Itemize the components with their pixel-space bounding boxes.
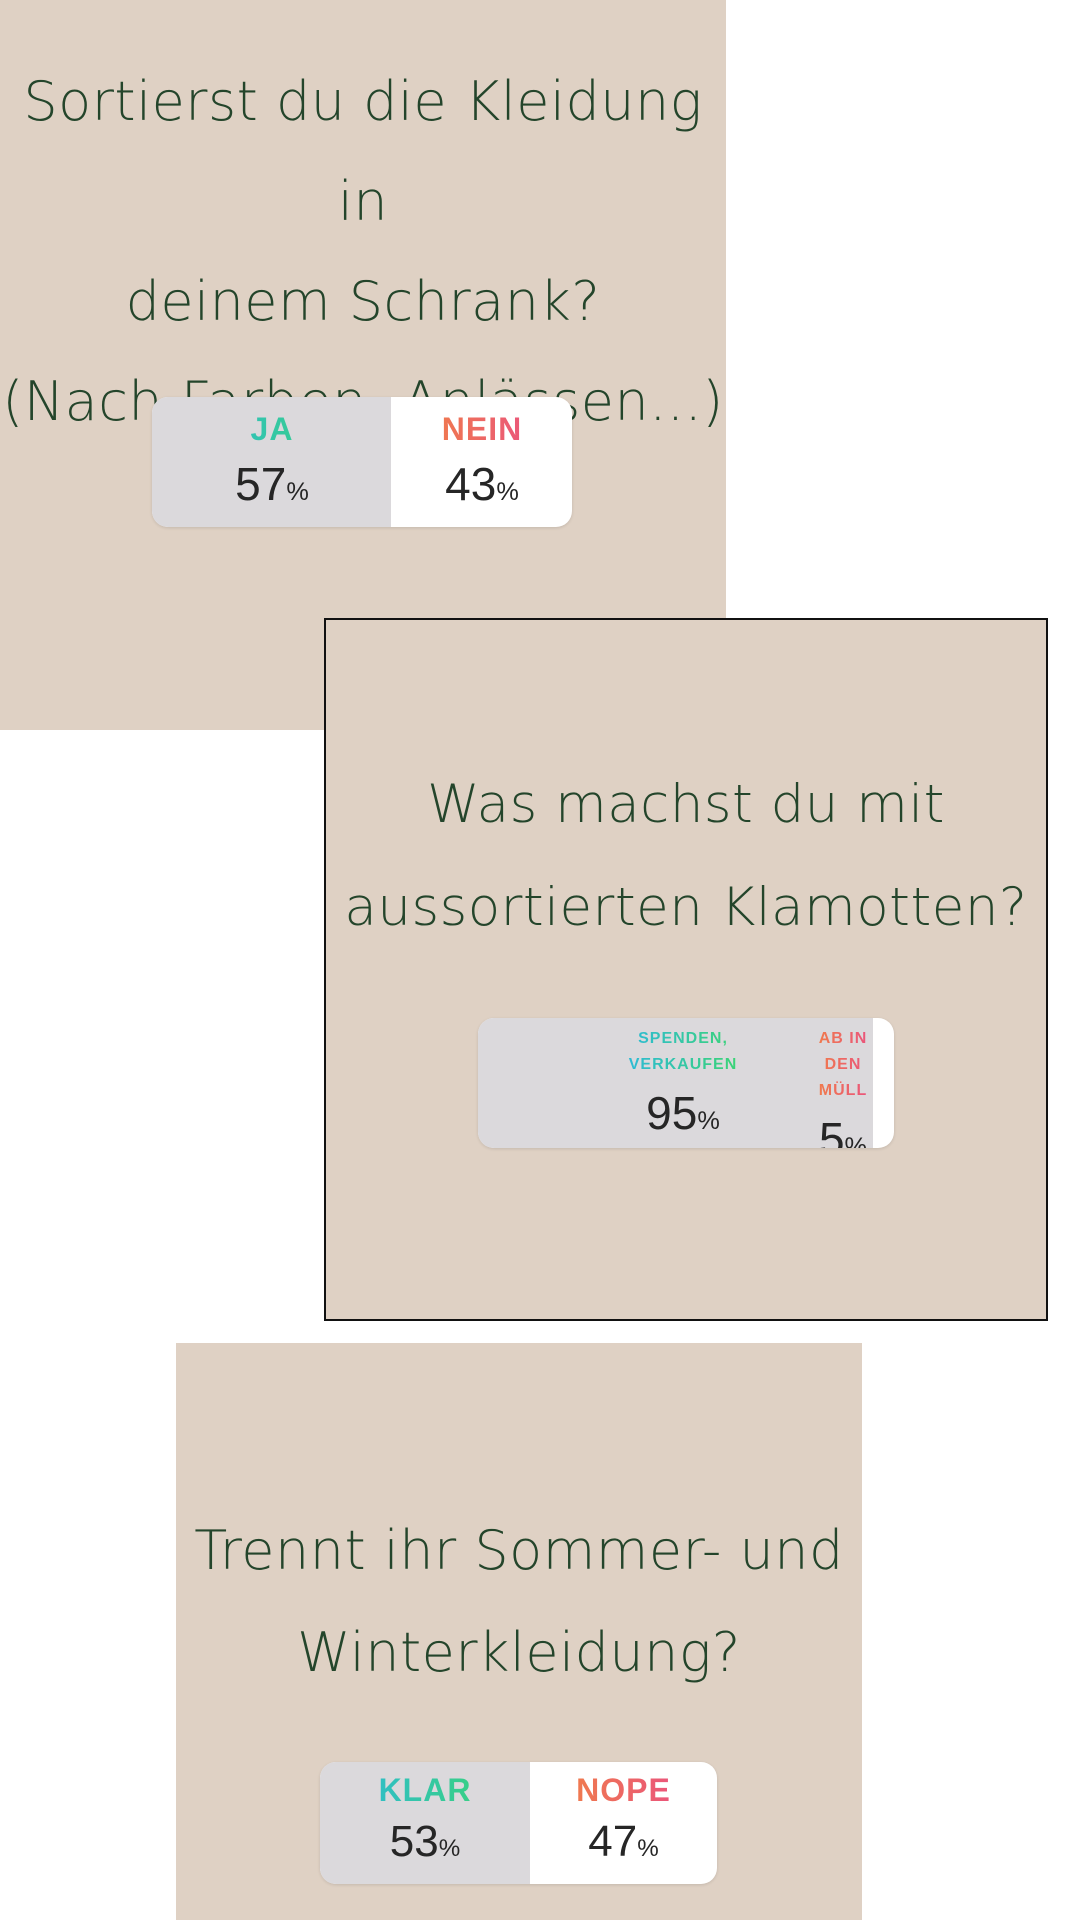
- question-line: Sortierst du die Kleidung in: [23, 70, 703, 233]
- poll-option-label: SPENDEN, VERKAUFEN: [608, 1026, 758, 1078]
- poll-option-label: KLAR: [320, 1772, 530, 1808]
- poll-option-percent: 95%: [646, 1087, 720, 1139]
- question-line: Was machst du mit: [427, 774, 945, 835]
- question-line: deinem Schrank?: [125, 270, 601, 333]
- poll-option-label: AB IN DEN MÜLL: [798, 1026, 888, 1104]
- poll-option-nope[interactable]: NOPE 47%: [530, 1762, 717, 1884]
- poll-sticker[interactable]: KLAR 53% NOPE 47%: [320, 1762, 717, 1884]
- story-panel-closet-sorting: Sortierst du die Kleidung in deinem Schr…: [0, 0, 726, 730]
- poll-option-klar[interactable]: KLAR 53%: [320, 1762, 530, 1884]
- poll-option-label: NOPE: [530, 1772, 717, 1808]
- poll-option-percent: 53%: [389, 1817, 461, 1866]
- question-line: Trennt ihr Sommer- und: [194, 1519, 844, 1582]
- poll-sticker[interactable]: SPENDEN, VERKAUFEN 95% AB IN DEN MÜLL 5%: [478, 1018, 894, 1148]
- poll-result-fill: [152, 397, 392, 527]
- poll-option-percent: 47%: [588, 1817, 659, 1866]
- question-line: aussortierten Klamotten?: [344, 877, 1028, 938]
- poll-option-label: NEIN: [392, 411, 572, 447]
- poll-option-percent: 43%: [445, 458, 519, 510]
- question-text: Trennt ihr Sommer- und Winterkleidung?: [176, 1500, 862, 1704]
- poll-option-ab-in-den-muell[interactable]: AB IN DEN MÜLL 5%: [798, 1018, 888, 1148]
- poll-result-fill: [320, 1762, 531, 1884]
- question-text: Sortierst du die Kleidung in deinem Schr…: [0, 52, 726, 452]
- story-panel-sorted-clothes: [324, 618, 1048, 1321]
- question-text: Was machst du mit aussortierten Klamotte…: [324, 753, 1048, 959]
- poll-option-nein[interactable]: NEIN 43%: [392, 397, 572, 527]
- poll-result-fill: [478, 1018, 874, 1148]
- poll-sticker[interactable]: JA 57% NEIN 43%: [152, 397, 572, 527]
- question-line: Winterkleidung?: [297, 1621, 741, 1684]
- poll-option-label: JA: [152, 411, 392, 447]
- poll-option-spenden-verkaufen[interactable]: SPENDEN, VERKAUFEN 95%: [608, 1018, 758, 1148]
- poll-option-percent: 57%: [235, 458, 309, 510]
- poll-option-ja[interactable]: JA 57%: [152, 397, 392, 527]
- poll-option-percent: 5%: [818, 1113, 868, 1148]
